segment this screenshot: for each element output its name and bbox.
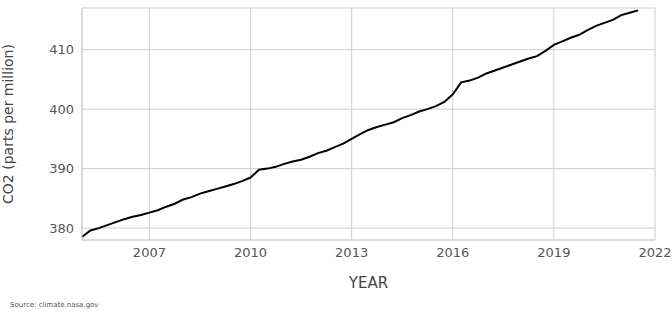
svg-text:400: 400 xyxy=(49,102,74,117)
svg-text:2019: 2019 xyxy=(537,245,570,260)
html-text:Source: climate.nasa.gov: Source: climate.nasa.gov xyxy=(10,301,99,309)
svg-text:2007: 2007 xyxy=(133,245,166,260)
svg-text:2022: 2022 xyxy=(638,245,664,260)
svg-text:410: 410 xyxy=(49,42,74,57)
svg-text:390: 390 xyxy=(49,161,74,176)
svg-text:2010: 2010 xyxy=(234,245,267,260)
svg-text:2013: 2013 xyxy=(335,245,368,260)
svg-text:YEAR: YEAR xyxy=(348,274,388,292)
svg-text:CO2 (parts per million): CO2 (parts per million) xyxy=(8,44,16,204)
svg-text:2016: 2016 xyxy=(436,245,469,260)
svg-text:380: 380 xyxy=(49,221,74,236)
